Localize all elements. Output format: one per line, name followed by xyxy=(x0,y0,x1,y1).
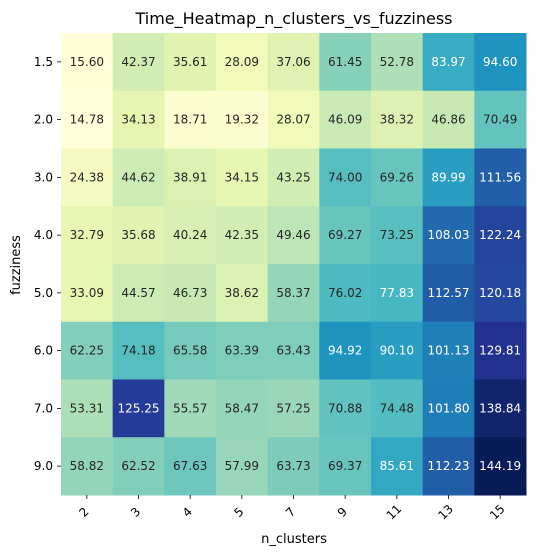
y-tick-label: 1.5 xyxy=(34,55,53,69)
y-axis-ticks: 1.5 2.0 3.0 4.0 5.0 6.0 7.0 9.0 xyxy=(34,55,61,473)
cell-value-label: 63.43 xyxy=(276,344,310,358)
x-tick-label: 15 xyxy=(487,502,508,523)
cell-value-label: 62.25 xyxy=(70,344,104,358)
cell-value-label: 90.10 xyxy=(380,344,414,358)
cell-value-label: 69.37 xyxy=(328,459,362,473)
cell-value-label: 112.57 xyxy=(428,286,470,300)
cell-value-label: 129.81 xyxy=(479,344,521,358)
x-tick-label: 2 xyxy=(76,505,91,520)
cell-value-label: 58.37 xyxy=(276,286,310,300)
y-tick-label: 2.0 xyxy=(34,113,53,127)
x-tick-label: 4 xyxy=(180,505,195,520)
cell-value-label: 120.18 xyxy=(479,286,521,300)
cell-value-label: 112.23 xyxy=(428,459,470,473)
cell-value-label: 85.61 xyxy=(380,459,414,473)
y-tick-label: 3.0 xyxy=(34,170,53,184)
cell-value-label: 62.52 xyxy=(121,459,155,473)
cell-value-label: 122.24 xyxy=(479,228,521,242)
cell-value-label: 63.39 xyxy=(225,344,259,358)
x-tick-label: 7 xyxy=(283,505,298,520)
cell-value-label: 61.45 xyxy=(328,55,362,69)
cell-value-label: 73.25 xyxy=(380,228,414,242)
chart-title: Time_Heatmap_n_clusters_vs_fuzziness xyxy=(134,9,452,29)
y-tick-label: 6.0 xyxy=(34,344,53,358)
cell-value-label: 38.91 xyxy=(173,170,207,184)
cell-value-label: 74.00 xyxy=(328,170,362,184)
y-tick-label: 9.0 xyxy=(34,459,53,473)
cell-value-label: 46.09 xyxy=(328,113,362,127)
cell-value-label: 94.92 xyxy=(328,344,362,358)
cell-value-label: 57.99 xyxy=(225,459,259,473)
cell-value-label: 24.38 xyxy=(70,170,104,184)
cell-value-label: 108.03 xyxy=(428,228,470,242)
cell-value-label: 38.62 xyxy=(225,286,259,300)
cell-value-label: 19.32 xyxy=(225,113,259,127)
cell-value-label: 101.80 xyxy=(428,401,470,415)
cell-value-label: 101.13 xyxy=(428,344,470,358)
cell-value-label: 34.15 xyxy=(225,170,259,184)
cell-value-label: 70.88 xyxy=(328,401,362,415)
cell-value-label: 44.62 xyxy=(121,170,155,184)
cell-value-label: 35.68 xyxy=(121,228,155,242)
cell-value-label: 67.63 xyxy=(173,459,207,473)
cell-value-label: 69.26 xyxy=(380,170,414,184)
cell-value-label: 33.09 xyxy=(70,286,104,300)
cell-value-label: 14.78 xyxy=(70,113,104,127)
cell-value-label: 38.32 xyxy=(380,113,414,127)
cell-value-label: 42.37 xyxy=(121,55,155,69)
cell-value-label: 34.13 xyxy=(121,113,155,127)
cell-value-label: 43.25 xyxy=(276,170,310,184)
cell-value-label: 53.31 xyxy=(70,401,104,415)
x-tick-label: 3 xyxy=(128,505,143,520)
y-tick-label: 5.0 xyxy=(34,286,53,300)
x-tick-label: 5 xyxy=(231,505,246,520)
x-tick-label: 13 xyxy=(435,502,456,523)
cell-value-label: 65.58 xyxy=(173,344,207,358)
cell-value-label: 83.97 xyxy=(431,55,465,69)
cell-value-label: 74.48 xyxy=(380,401,414,415)
cell-value-label: 76.02 xyxy=(328,286,362,300)
y-tick-label: 7.0 xyxy=(34,401,53,415)
cell-value-label: 77.83 xyxy=(380,286,414,300)
cell-value-label: 15.60 xyxy=(70,55,104,69)
x-tick-label: 11 xyxy=(384,502,405,523)
cell-value-label: 46.73 xyxy=(173,286,207,300)
cell-value-label: 44.57 xyxy=(121,286,155,300)
cell-value-label: 111.56 xyxy=(479,170,521,184)
cell-value-label: 28.07 xyxy=(276,113,310,127)
cell-value-label: 89.99 xyxy=(431,170,465,184)
cell-value-label: 58.82 xyxy=(70,459,104,473)
cell-value-label: 138.84 xyxy=(479,401,521,415)
cell-value-label: 63.73 xyxy=(276,459,310,473)
cell-value-label: 40.24 xyxy=(173,228,207,242)
cell-value-label: 94.60 xyxy=(483,55,517,69)
y-tick-label: 4.0 xyxy=(34,228,53,242)
cell-value-label: 42.35 xyxy=(225,228,259,242)
x-axis-label: n_clusters xyxy=(261,532,327,547)
x-tick-label: 9 xyxy=(335,505,350,520)
cell-value-label: 57.25 xyxy=(276,401,310,415)
cell-value-label: 18.71 xyxy=(173,113,207,127)
cell-value-label: 28.09 xyxy=(225,55,259,69)
cell-value-label: 74.18 xyxy=(121,344,155,358)
cell-value-label: 58.47 xyxy=(225,401,259,415)
cell-value-label: 46.86 xyxy=(431,113,465,127)
heatmap-cells xyxy=(61,33,527,496)
cell-value-label: 35.61 xyxy=(173,55,207,69)
cell-value-label: 55.57 xyxy=(173,401,207,415)
cell-value-label: 37.06 xyxy=(276,55,310,69)
cell-value-label: 144.19 xyxy=(479,459,521,473)
x-axis-ticks: 2 3 4 5 7 9 11 13 15 xyxy=(76,495,507,523)
cell-value-label: 52.78 xyxy=(380,55,414,69)
y-axis-label: fuzziness xyxy=(9,235,24,295)
cell-value-label: 125.25 xyxy=(118,401,160,415)
cell-value-label: 69.27 xyxy=(328,228,362,242)
cell-value-label: 49.46 xyxy=(276,228,310,242)
cell-value-label: 70.49 xyxy=(483,113,517,127)
cell-value-label: 32.79 xyxy=(70,228,104,242)
